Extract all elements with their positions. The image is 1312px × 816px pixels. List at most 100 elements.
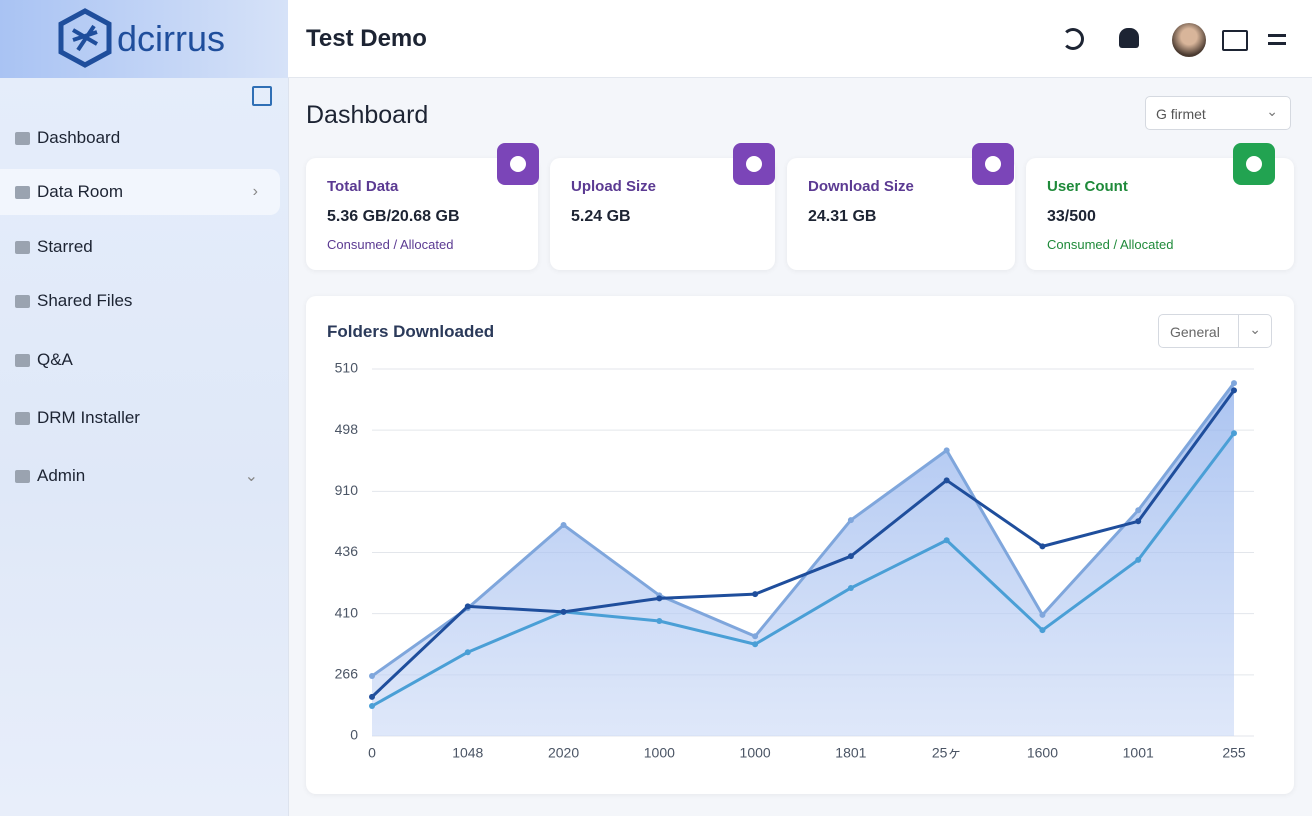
card-value: 24.31 GB bbox=[808, 208, 877, 225]
y-tick-label: 498 bbox=[335, 421, 359, 437]
collapse-button[interactable] bbox=[252, 86, 272, 106]
point bbox=[1135, 507, 1142, 514]
chart-title: Folders Downloaded bbox=[327, 322, 495, 341]
y-tick-label: 410 bbox=[335, 604, 359, 620]
x-tick-label: 1000 bbox=[644, 745, 675, 761]
x-tick-label: 0 bbox=[368, 745, 376, 761]
nav-icon bbox=[15, 353, 30, 367]
header-title: Test Demo bbox=[306, 25, 427, 52]
point bbox=[752, 591, 759, 598]
point bbox=[847, 517, 854, 524]
y-tick-label: 436 bbox=[335, 543, 359, 559]
chart-card: Folders Downloaded General ⌄ 0 266 410 436 91… bbox=[306, 296, 1294, 794]
point bbox=[1135, 556, 1142, 563]
avatar[interactable] bbox=[1172, 23, 1206, 57]
chart-filter[interactable]: General ⌄ bbox=[1158, 314, 1272, 348]
point bbox=[560, 608, 567, 615]
nav-icon bbox=[15, 469, 30, 483]
point bbox=[752, 633, 759, 640]
nav-icon bbox=[15, 131, 30, 145]
card-note: Consumed / Allocated bbox=[1047, 237, 1174, 252]
card-title: Total Data bbox=[327, 178, 399, 195]
nav-label: Dashboard bbox=[37, 128, 121, 147]
point bbox=[656, 618, 663, 625]
point bbox=[560, 521, 567, 528]
nav-item[interactable]: Data Room › bbox=[0, 169, 280, 215]
point bbox=[656, 595, 663, 602]
card-icon bbox=[1233, 143, 1275, 185]
nav-label: Q&A bbox=[37, 350, 73, 369]
card-value: 33/500 bbox=[1047, 208, 1096, 225]
monitor-button[interactable] bbox=[1222, 30, 1248, 51]
filter-select[interactable]: G firmet ⌄ bbox=[1145, 96, 1291, 130]
point bbox=[464, 603, 471, 610]
card-note: Consumed / Allocated bbox=[327, 237, 454, 252]
chart: 0 266 410 436 910 498 510 0 1048 2020 1000 1000 1801… bbox=[335, 360, 1254, 761]
point bbox=[369, 703, 375, 710]
menu-button[interactable] bbox=[1268, 34, 1286, 37]
logo-bar: dcirrus bbox=[0, 0, 288, 78]
point bbox=[943, 537, 950, 544]
point bbox=[369, 673, 375, 680]
x-tick-label: 25ヶ bbox=[932, 745, 962, 761]
logo-icon bbox=[58, 8, 112, 68]
card-value: 5.24 GB bbox=[571, 208, 631, 225]
top-bar: Test Demo bbox=[288, 0, 1312, 78]
chevron: › bbox=[252, 183, 258, 200]
nav-item[interactable]: DRM Installer bbox=[0, 395, 280, 441]
y-tick-label: 910 bbox=[335, 482, 359, 498]
x-tick-label: 1000 bbox=[740, 745, 771, 761]
nav-label: Shared Files bbox=[37, 291, 133, 310]
notification-button[interactable] bbox=[1119, 28, 1139, 48]
nav-item[interactable]: Admin ⌄ bbox=[0, 453, 280, 499]
card-icon bbox=[733, 143, 775, 185]
card-icon bbox=[972, 143, 1014, 185]
point bbox=[1231, 380, 1237, 387]
point bbox=[1039, 543, 1046, 550]
point bbox=[464, 649, 471, 656]
x-tick-label: 1048 bbox=[452, 745, 483, 761]
nav-icon bbox=[15, 411, 30, 425]
nav-icon bbox=[15, 294, 30, 308]
card-value: 5.36 GB/20.68 GB bbox=[327, 208, 460, 225]
y-tick-label: 0 bbox=[350, 727, 358, 743]
line bbox=[371, 382, 1236, 678]
chart-filter-text: General bbox=[1170, 324, 1220, 340]
nav-item[interactable]: Dashboard bbox=[0, 115, 280, 161]
line bbox=[370, 389, 1236, 698]
icon-glyph bbox=[510, 156, 526, 172]
nav-label: Data Room bbox=[37, 182, 123, 201]
refresh-button[interactable] bbox=[1062, 28, 1084, 50]
point bbox=[1135, 518, 1142, 525]
card-title: Download Size bbox=[808, 178, 914, 195]
point bbox=[943, 447, 950, 454]
card-title: User Count bbox=[1047, 178, 1128, 195]
card-title: Upload Size bbox=[571, 178, 657, 195]
icon-glyph bbox=[985, 156, 1001, 172]
nav-icon bbox=[15, 240, 30, 254]
icon-glyph bbox=[746, 156, 762, 172]
page-title: Dashboard bbox=[306, 101, 429, 129]
chevron: ⌄ bbox=[244, 468, 258, 485]
nav-item[interactable]: Shared Files bbox=[0, 278, 280, 324]
point bbox=[847, 584, 854, 591]
nav-icon bbox=[15, 185, 30, 199]
point bbox=[943, 477, 950, 484]
x-tick-label: 2020 bbox=[548, 745, 579, 761]
brand: dcirrus bbox=[117, 18, 226, 59]
point bbox=[1039, 611, 1046, 618]
card-icon bbox=[497, 143, 539, 185]
nav-item[interactable]: Starred bbox=[0, 224, 280, 270]
point bbox=[1039, 627, 1046, 634]
x-tick-label: 1600 bbox=[1027, 745, 1058, 761]
point bbox=[847, 553, 854, 560]
nav-label: Starred bbox=[37, 237, 93, 256]
x-tick-label: 1001 bbox=[1123, 745, 1154, 761]
point bbox=[369, 693, 375, 700]
point bbox=[1231, 430, 1237, 437]
nav-item[interactable]: Q&A bbox=[0, 337, 280, 383]
sidebar bbox=[0, 0, 289, 816]
nav-label: Admin bbox=[37, 466, 86, 485]
icon-glyph bbox=[1246, 156, 1262, 172]
x-tick-label: 255 bbox=[1222, 745, 1246, 761]
